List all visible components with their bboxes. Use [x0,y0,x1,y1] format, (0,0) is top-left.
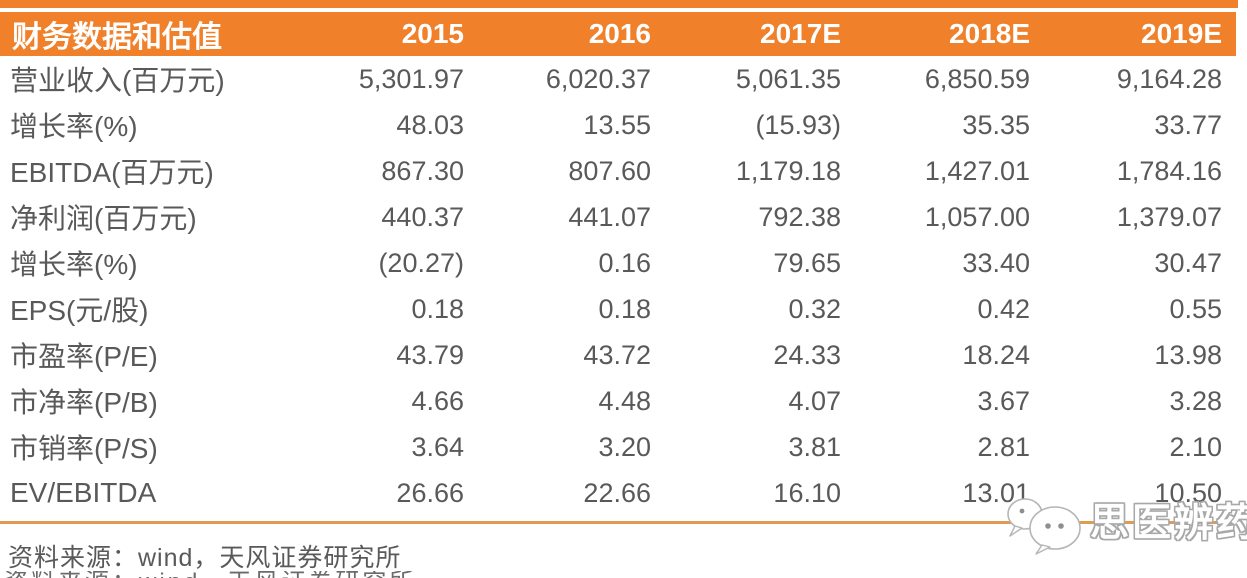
chat-bubbles-icon [1007,497,1081,555]
cell-value: 440.37 [381,201,464,232]
watermark: 思医辨药 [998,482,1247,557]
cell-value: 5,301.97 [358,63,464,94]
cell-value: 807.60 [568,155,651,186]
cell-value: 18.24 [962,339,1030,370]
cell-value: 0.42 [977,293,1030,324]
cell-value: 0.32 [788,293,841,324]
column-header-2015: 2015 [300,12,478,56]
cell-value: 4.48 [598,385,651,416]
column-header-2016: 2016 [478,12,665,56]
cell-value: 26.66 [396,477,464,508]
cell-value: 6,850.59 [924,63,1030,94]
cell-value: 2.10 [1169,431,1222,462]
cell-value: 43.79 [396,339,464,370]
table-row: EV/EBITDA 26.66 22.66 16.10 13.01 10.50 [0,470,1236,516]
cell-value: 79.65 [773,247,841,278]
row-label: EPS(元/股) [10,295,149,326]
watermark-text: 思医辨药 [1090,501,1247,545]
cell-value: 4.66 [411,385,464,416]
cell-value: 13.55 [583,109,651,140]
cell-value: 0.16 [598,247,651,278]
cell-value: 33.40 [962,247,1030,278]
row-label: EV/EBITDA [10,477,157,508]
table-header-row: 财务数据和估值 2015 2016 2017E 2018E 2019E [0,12,1236,56]
cell-value: 4.07 [788,385,841,416]
cell-value: 22.66 [583,477,651,508]
row-label: 增长率(%) [10,111,138,142]
table-row: EBITDA(百万元) 867.30 807.60 1,179.18 1,427… [0,148,1236,194]
column-header-2017e: 2017E [665,12,855,56]
cell-value: 43.72 [583,339,651,370]
cell-value: 441.07 [568,201,651,232]
cell-value: (15.93) [755,109,841,140]
cell-value: 24.33 [773,339,841,370]
table-row: 净利润(百万元) 440.37 441.07 792.38 1,057.00 1… [0,194,1236,240]
table-row: EPS(元/股) 0.18 0.18 0.32 0.42 0.55 [0,286,1236,332]
column-header-2019e: 2019E [1044,12,1236,56]
table-title: 财务数据和估值 [0,12,300,56]
table-row: 营业收入(百万元) 5,301.97 6,020.37 5,061.35 6,8… [0,56,1236,102]
cell-value: 1,379.07 [1116,201,1222,232]
table-row: 市盈率(P/E) 43.79 43.72 24.33 18.24 13.98 [0,332,1236,378]
cell-value: 3.20 [598,431,651,462]
cell-value: 3.28 [1169,385,1222,416]
cell-value: 3.67 [977,385,1030,416]
cell-value: 792.38 [758,201,841,232]
cropped-text-line: 资料来源：wind，天风证券研究所 [4,571,549,578]
cell-value: 2.81 [977,431,1030,462]
row-label: 市销率(P/S) [10,433,158,464]
table-bottom-divider [0,521,1240,524]
row-label: 市净率(P/B) [10,387,158,418]
table-row: 市销率(P/S) 3.64 3.20 3.81 2.81 2.10 [0,424,1236,470]
cell-value: 35.35 [962,109,1030,140]
cell-value: 9,164.28 [1116,63,1222,94]
cell-value: 10.50 [1154,477,1222,508]
cell-value: 867.30 [381,155,464,186]
cell-value: (20.27) [378,247,464,278]
row-label: 市盈率(P/E) [10,341,158,372]
cell-value: 1,784.16 [1116,155,1222,186]
top-accent-bar [0,0,1238,8]
cell-value: 1,057.00 [924,201,1030,232]
cell-value: 3.81 [788,431,841,462]
cell-value: 33.77 [1154,109,1222,140]
source-note: 资料来源：wind，天风证券研究所 [8,544,402,572]
cell-value: 1,179.18 [735,155,841,186]
table-row: 增长率(%) 48.03 13.55 (15.93) 35.35 33.77 [0,102,1236,148]
cell-value: 30.47 [1154,247,1222,278]
cell-value: 48.03 [396,109,464,140]
financial-data-table: 财务数据和估值 2015 2016 2017E 2018E 2019E 营业收入… [0,12,1236,516]
row-label: 净利润(百万元) [10,203,197,234]
table-row: 市净率(P/B) 4.66 4.48 4.07 3.67 3.28 [0,378,1236,424]
row-label: EBITDA(百万元) [10,157,214,188]
cell-value: 5,061.35 [735,63,841,94]
row-label: 营业收入(百万元) [10,65,225,96]
cell-value: 0.18 [411,293,464,324]
cell-value: 0.18 [598,293,651,324]
cell-value: 13.98 [1154,339,1222,370]
column-header-2018e: 2018E [855,12,1044,56]
cell-value: 0.55 [1169,293,1222,324]
cell-value: 6,020.37 [545,63,651,94]
cell-value: 16.10 [773,477,841,508]
cell-value: 1,427.01 [924,155,1030,186]
cell-value: 3.64 [411,431,464,462]
row-label: 增长率(%) [10,249,138,280]
table-row: 增长率(%) (20.27) 0.16 79.65 33.40 30.47 [0,240,1236,286]
